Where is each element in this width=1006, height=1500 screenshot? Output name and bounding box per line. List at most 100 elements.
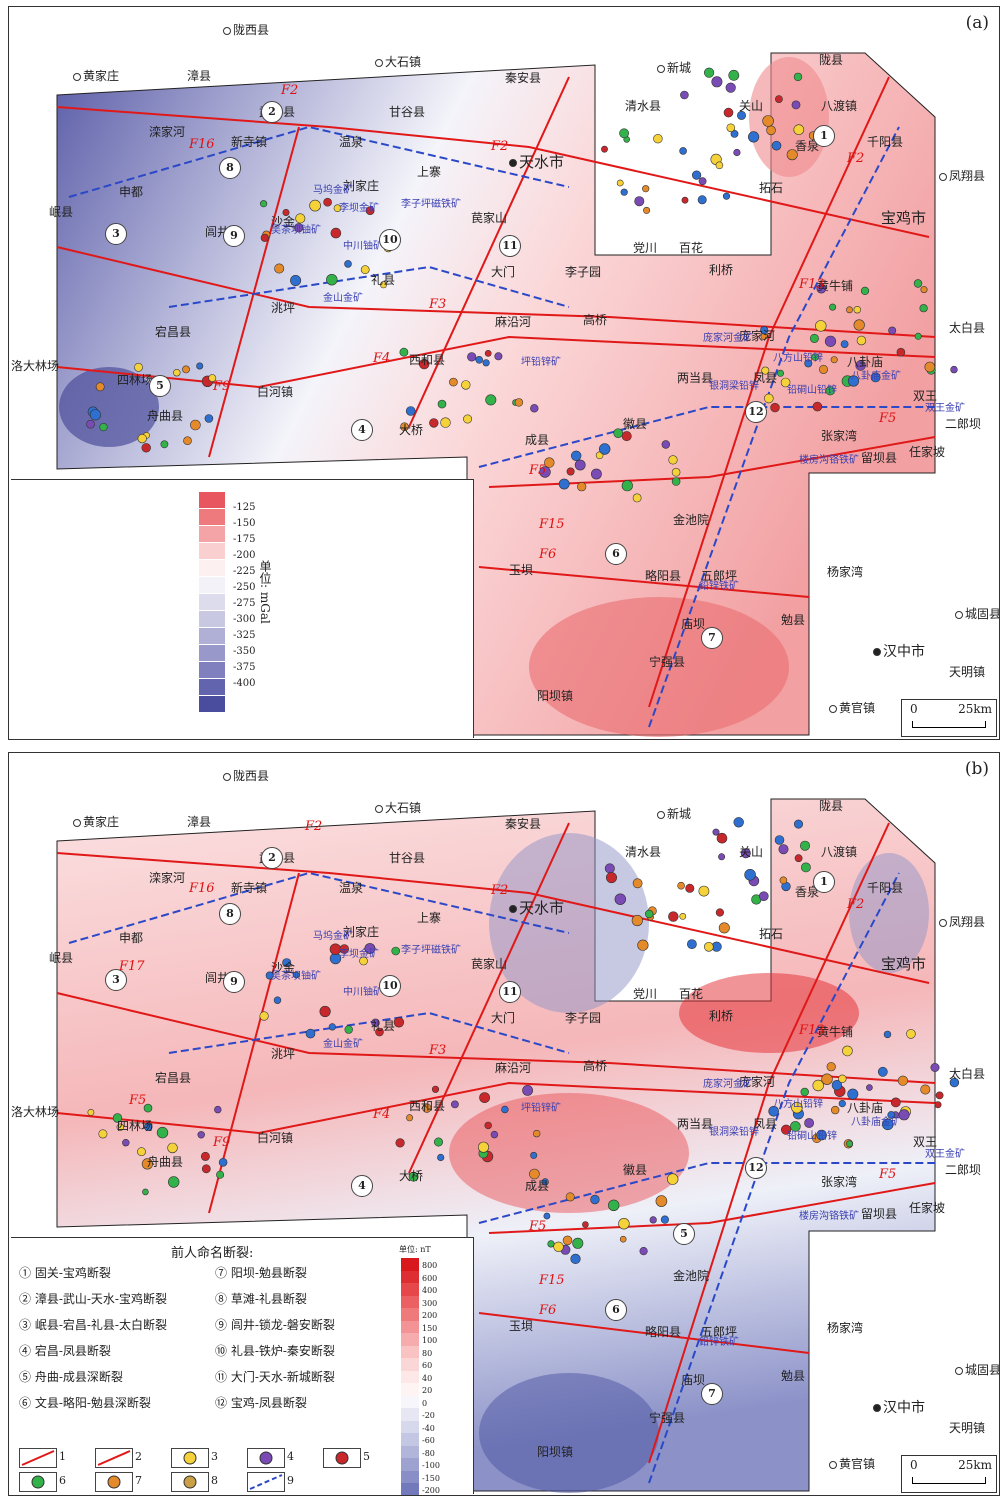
deposit-marker <box>543 1212 551 1220</box>
scale-max: 25km <box>958 1458 992 1472</box>
deposit-marker <box>668 455 678 465</box>
deposit-marker <box>890 1097 901 1108</box>
legend-symbol: 5 <box>323 1448 393 1468</box>
mine-label: 铅硐山铅锌 <box>787 1131 837 1142</box>
fault-label: F5 <box>879 1167 897 1182</box>
deposit-marker <box>642 185 650 193</box>
deposit-marker <box>830 1105 840 1115</box>
zone-marker: 2 <box>261 847 283 869</box>
place-label: 香泉 <box>795 885 820 899</box>
deposit-marker <box>799 840 810 851</box>
deposit-marker <box>763 393 774 404</box>
place-label: 两当县 <box>677 1117 714 1131</box>
fault-label: F13 <box>799 277 825 292</box>
place-label: 略阳县 <box>645 1325 682 1339</box>
deposit-marker <box>780 377 791 388</box>
zone-marker: 4 <box>351 419 373 441</box>
deposit-marker <box>681 196 689 204</box>
deposit-marker <box>632 493 642 503</box>
deposit-marker <box>728 69 740 81</box>
deposit-marker <box>866 1084 873 1091</box>
deposit-marker <box>294 223 304 233</box>
deposit-marker <box>323 197 332 207</box>
place-label: 刘家庄 <box>343 179 380 193</box>
deposit-marker <box>87 1108 95 1116</box>
deposit-marker <box>830 356 838 364</box>
zone-marker: 11 <box>499 981 521 1003</box>
place-label: 玉垻 <box>509 1319 534 1333</box>
deposit-marker <box>618 1218 630 1230</box>
deposit-marker <box>274 263 285 274</box>
deposit-marker <box>141 1158 153 1170</box>
deposit-marker <box>847 1088 859 1100</box>
deposit-marker <box>532 1129 541 1138</box>
mine-label: 八卦庙金矿 <box>851 1117 901 1128</box>
place-label: 麻沿河 <box>495 315 532 329</box>
colorbar-swatch <box>199 628 225 645</box>
place-label: 新城 <box>657 805 691 822</box>
deposit-marker <box>173 369 181 377</box>
deposit-marker <box>142 1188 149 1196</box>
deposit-marker <box>431 1085 440 1093</box>
place-label: 甘谷县 <box>389 105 426 119</box>
mine-label: 双王金矿 <box>925 403 965 414</box>
colorbar-swatch <box>401 1333 419 1346</box>
zone-marker: 5 <box>149 375 171 397</box>
colorbar-tick: 20 <box>422 1386 433 1395</box>
fault-name: ⑪ 大门-天水-新城断裂 <box>215 1370 335 1384</box>
fault-name: ③ 岷县-宕昌-礼县-太白断裂 <box>19 1318 167 1332</box>
colorbar-swatch <box>199 662 225 679</box>
mine-label: 李坝金矿 <box>339 949 379 960</box>
deposit-marker <box>768 1105 780 1117</box>
deposit-marker <box>260 200 268 208</box>
zone-marker: 12 <box>745 1157 767 1179</box>
place-label: 八卦庙 <box>847 1101 884 1115</box>
colorbar-swatch <box>401 1283 419 1296</box>
deposit-marker <box>736 110 746 120</box>
deposit-marker <box>282 209 290 217</box>
place-label: 金池院 <box>673 513 710 527</box>
deposit-marker <box>604 863 615 874</box>
deposit-marker <box>86 419 95 429</box>
legend-symbol-swatch <box>247 1448 285 1468</box>
deposit-marker <box>201 1164 211 1174</box>
colorbar-swatch <box>401 1458 419 1471</box>
colorbar-swatch <box>199 492 225 509</box>
panel-label: (a) <box>965 13 989 33</box>
deposit-marker <box>379 281 387 289</box>
deposit-marker <box>218 1157 228 1167</box>
deposit-marker <box>137 434 147 444</box>
place-label: 城固县 <box>955 605 999 622</box>
place-label: 新城 <box>657 59 691 76</box>
place-label: 成县 <box>525 1179 550 1193</box>
place-label: 关山 <box>739 845 764 859</box>
place-label: 庞家河 <box>739 1075 776 1089</box>
deposit-marker <box>649 1216 657 1224</box>
deposit-marker <box>703 942 714 952</box>
deposit-marker <box>691 170 702 180</box>
fault-label: F13 <box>799 1023 825 1038</box>
deposit-marker <box>824 335 837 347</box>
deposit-marker <box>793 72 803 82</box>
colorbar-tick: 400 <box>422 1286 438 1295</box>
deposit-marker <box>950 365 958 374</box>
place-label: 任家坡 <box>909 1201 946 1215</box>
place-label: 麻沿河 <box>495 1061 532 1075</box>
deposit-marker <box>112 1113 123 1123</box>
place-label: 汉中市 <box>873 1397 925 1417</box>
deposit-marker <box>305 1028 316 1039</box>
colorbar-tick: -225 <box>233 566 256 577</box>
place-label: 宝鸡市 <box>881 209 927 227</box>
gravity-unit: 单位: mGal <box>258 560 272 624</box>
mine-label: 吴茶坝铀矿 <box>271 971 321 982</box>
place-label: 大桥 <box>399 1169 424 1183</box>
place-label: 大石镇 <box>375 799 421 816</box>
colorbar-tick: 600 <box>422 1273 438 1283</box>
deposit-marker <box>791 100 801 110</box>
deposit-marker <box>365 206 375 215</box>
deposit-marker <box>565 1192 575 1202</box>
deposit-marker <box>620 188 628 196</box>
deposit-marker <box>846 306 853 314</box>
deposit-marker <box>437 399 447 409</box>
fault-label: F15 <box>539 1273 565 1288</box>
